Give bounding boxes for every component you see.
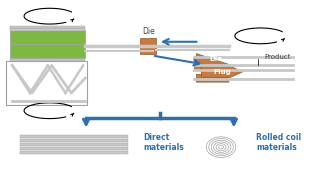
Text: Die: Die xyxy=(210,57,223,62)
Polygon shape xyxy=(197,54,229,69)
Bar xyxy=(20,147,128,150)
Bar xyxy=(10,29,85,31)
FancyBboxPatch shape xyxy=(10,44,85,57)
Text: Direct
materials: Direct materials xyxy=(143,132,184,152)
Polygon shape xyxy=(194,57,219,70)
Bar xyxy=(20,143,128,146)
Text: Product: Product xyxy=(264,54,291,59)
Bar xyxy=(10,25,85,28)
Bar xyxy=(10,62,85,64)
Bar xyxy=(6,61,87,105)
Text: Die: Die xyxy=(142,27,155,36)
Text: Rolled coil
materials: Rolled coil materials xyxy=(257,132,301,152)
Text: Plug: Plug xyxy=(213,69,231,75)
FancyBboxPatch shape xyxy=(10,30,85,44)
Bar xyxy=(140,38,156,54)
Polygon shape xyxy=(197,74,229,82)
Bar xyxy=(10,59,85,61)
Bar xyxy=(20,151,128,154)
Polygon shape xyxy=(201,66,243,77)
Bar xyxy=(20,139,128,142)
Bar xyxy=(20,135,128,138)
